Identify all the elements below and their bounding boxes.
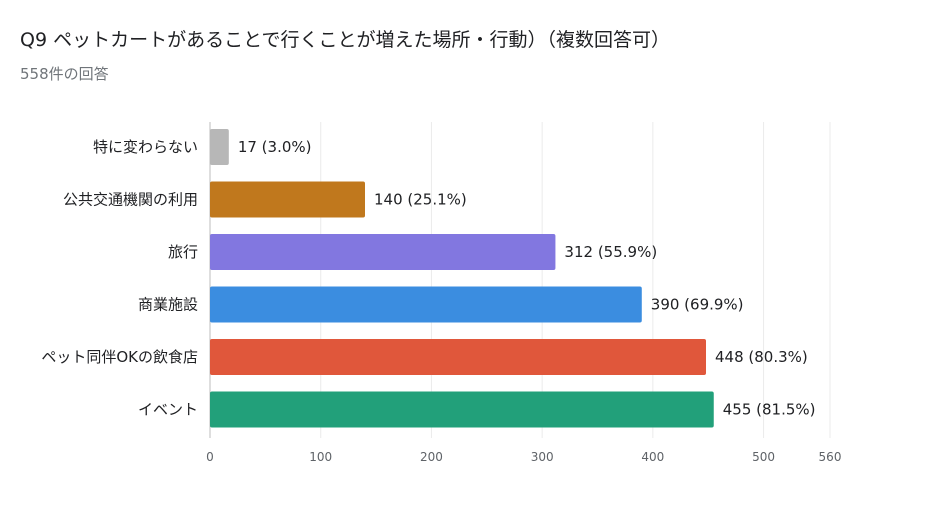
bar[interactable] [210, 391, 714, 428]
x-tick-label: 560 [819, 450, 842, 464]
x-tick-label: 500 [752, 450, 775, 464]
category-label: ペット同伴OKの飲食店 [41, 348, 198, 366]
question-title: Q9 ペットカートがあることで行くことが増えた場所・行動）（複数回答可） [20, 29, 671, 51]
labels: 特に変わらない 17 (3.0%) 公共交通機関の利用 140 (25.1%) 旅行 31… [41, 138, 815, 419]
gridlines [209, 122, 831, 438]
response-count: 558件の回答 [20, 65, 109, 83]
bars [210, 129, 714, 428]
x-axis-ticks: 0 100 200 300 400 500 560 [206, 450, 841, 464]
category-label: 特に変わらない [93, 138, 198, 156]
data-label: 455 (81.5%) [723, 401, 816, 419]
x-tick-label: 300 [531, 450, 554, 464]
data-label: 17 (3.0%) [238, 138, 312, 156]
category-label: 公共交通機関の利用 [63, 191, 198, 209]
data-label: 448 (80.3%) [715, 348, 808, 366]
x-tick-label: 200 [420, 450, 443, 464]
x-tick-label: 100 [309, 450, 332, 464]
x-tick-label: 0 [206, 450, 214, 464]
data-label: 140 (25.1%) [374, 191, 467, 209]
bar[interactable] [210, 181, 365, 218]
data-label: 390 (69.9%) [651, 296, 744, 314]
category-label: 旅行 [168, 243, 198, 261]
x-tick-label: 400 [641, 450, 664, 464]
bar[interactable] [210, 339, 706, 375]
category-label: イベント [138, 401, 198, 419]
bar[interactable] [210, 234, 556, 270]
bar[interactable] [210, 286, 642, 323]
category-label: 商業施設 [138, 296, 198, 314]
bar[interactable] [210, 129, 229, 165]
data-label: 312 (55.9%) [564, 243, 657, 261]
